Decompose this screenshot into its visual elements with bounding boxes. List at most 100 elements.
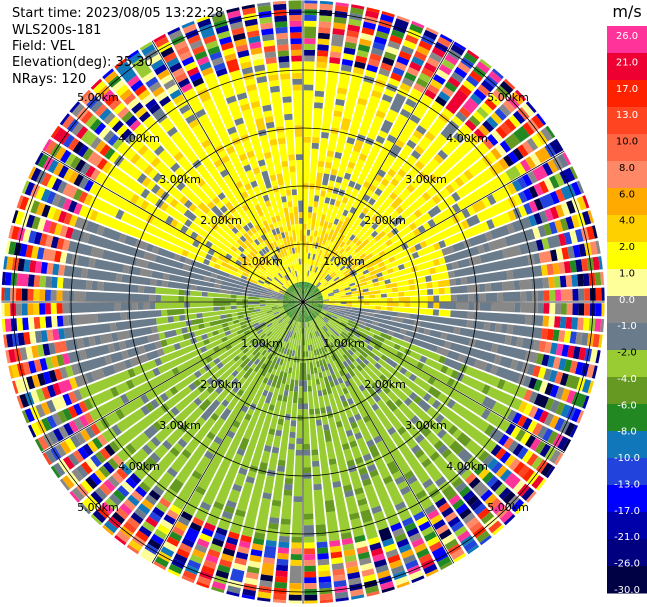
gate (289, 165, 296, 173)
gate (337, 87, 348, 95)
gate (303, 380, 308, 392)
gate (117, 330, 130, 341)
gate (305, 303, 317, 308)
gate (131, 302, 138, 311)
gate (566, 303, 573, 315)
gate (359, 262, 366, 269)
gate (460, 276, 468, 285)
gate (135, 485, 147, 498)
gate (244, 183, 252, 191)
gate (126, 516, 141, 529)
gate (197, 384, 206, 393)
gate (57, 379, 73, 394)
gate (326, 276, 333, 282)
gate (355, 55, 368, 64)
gate (242, 588, 256, 597)
gate (255, 497, 271, 534)
ray (21, 303, 301, 424)
gate (221, 348, 242, 366)
gate (354, 432, 363, 440)
gate (539, 443, 551, 458)
gate (293, 253, 300, 283)
gate (427, 295, 434, 302)
gate (213, 159, 223, 168)
gate (271, 313, 287, 324)
gate (350, 251, 357, 258)
gate (174, 202, 188, 215)
gate (411, 444, 421, 454)
gate (273, 338, 282, 350)
gate (347, 161, 356, 170)
ray (79, 89, 301, 301)
gate (567, 345, 575, 359)
gate (325, 204, 334, 222)
gate (435, 69, 449, 80)
gate (340, 294, 352, 298)
gate (243, 239, 259, 255)
gate (392, 307, 434, 316)
gate (104, 444, 116, 457)
gate (25, 346, 34, 360)
gate (276, 32, 288, 40)
gate (428, 117, 447, 137)
gate (546, 328, 554, 341)
gate (135, 258, 149, 269)
gate (97, 312, 122, 323)
gate (491, 461, 503, 474)
gate (303, 136, 311, 143)
gate (98, 126, 111, 139)
gate (492, 68, 504, 80)
gate (188, 203, 197, 213)
gate (254, 64, 266, 72)
gate (260, 333, 267, 339)
gate (237, 246, 245, 253)
gate (59, 251, 68, 264)
gate (342, 543, 355, 551)
gate (385, 45, 399, 56)
gate (174, 521, 188, 532)
gate (339, 265, 346, 271)
gate (548, 276, 555, 288)
gate (526, 363, 536, 376)
gate (141, 93, 154, 106)
gate (375, 218, 383, 226)
gate (370, 382, 379, 390)
gate (181, 449, 192, 459)
gate (333, 110, 343, 118)
gate (521, 103, 535, 117)
gate (456, 302, 469, 310)
gate (581, 258, 589, 272)
gate (354, 350, 361, 358)
gate (306, 229, 311, 236)
gate (213, 263, 221, 270)
gate (184, 199, 193, 209)
gate (240, 262, 247, 269)
gate (314, 373, 319, 380)
gate (283, 102, 293, 115)
ray (305, 138, 564, 301)
gate (94, 335, 102, 346)
gate (324, 197, 331, 204)
field-name: Field: VEL (12, 39, 75, 54)
gate (280, 79, 292, 98)
gate (304, 304, 317, 318)
gate (544, 341, 552, 354)
gate (257, 81, 271, 107)
gate (291, 303, 301, 312)
gate (332, 480, 342, 488)
gate (257, 5, 272, 13)
gate (280, 518, 291, 525)
gate (303, 293, 306, 300)
gate (303, 513, 314, 520)
gate (17, 332, 25, 346)
gate (205, 240, 213, 248)
gate (517, 464, 530, 479)
gate (395, 213, 418, 232)
gate (21, 288, 28, 301)
gate (432, 288, 440, 295)
gate (14, 210, 24, 225)
gate (303, 478, 314, 514)
gate (537, 290, 544, 301)
gate (209, 417, 226, 436)
gate (465, 75, 480, 88)
